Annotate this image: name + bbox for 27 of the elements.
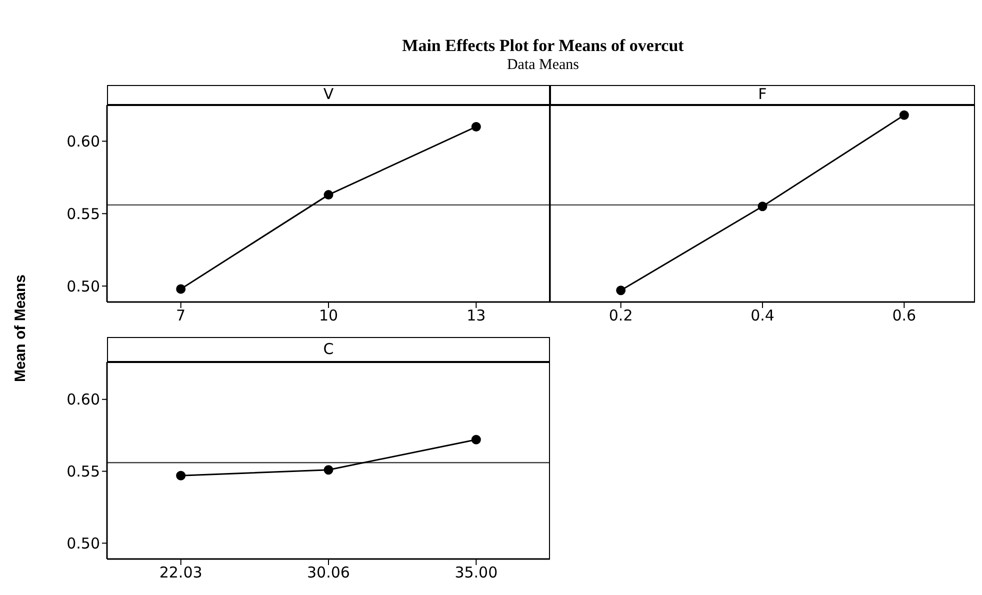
x-tick-label: 7 — [176, 306, 186, 325]
point — [324, 465, 334, 475]
x-tick-label: 0.4 — [750, 306, 774, 325]
point — [471, 434, 481, 444]
text: Main Effects Plot for Means of overcut — [401, 36, 685, 56]
point — [176, 284, 186, 294]
x-tick-label: 35.00 — [454, 564, 498, 582]
chart-title: F — [550, 85, 975, 105]
y-tick-label: 0.55 — [66, 462, 100, 481]
x-tick-label: 30.06 — [307, 564, 350, 582]
y-tick-label: 0.55 — [66, 204, 100, 223]
x-tick-label: 10 — [318, 306, 338, 325]
y-axis-title: Mean of Means — [12, 273, 29, 384]
y-tick-label: 0.50 — [66, 277, 100, 296]
point — [324, 190, 334, 200]
y-tick-label: 0.60 — [66, 390, 100, 409]
x-tick-label: 0.6 — [892, 306, 916, 325]
x-tick-label: 0.2 — [608, 306, 633, 325]
chart-title: C — [107, 337, 550, 362]
y-tick-label: 0.60 — [66, 132, 100, 151]
point — [176, 470, 186, 480]
y-tick-label: 0.50 — [66, 534, 100, 553]
text: Data Means — [506, 57, 580, 74]
chart-title: V — [107, 85, 550, 105]
x-tick-label: 13 — [466, 306, 486, 325]
x-tick-label: 22.03 — [159, 564, 202, 582]
point — [471, 122, 481, 132]
